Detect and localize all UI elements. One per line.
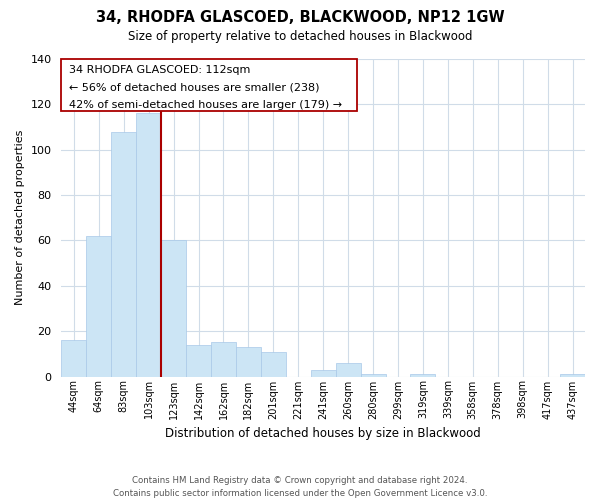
Bar xyxy=(236,347,261,376)
Bar xyxy=(261,352,286,376)
Bar xyxy=(161,240,186,376)
Bar xyxy=(86,236,111,376)
Y-axis label: Number of detached properties: Number of detached properties xyxy=(15,130,25,306)
X-axis label: Distribution of detached houses by size in Blackwood: Distribution of detached houses by size … xyxy=(166,427,481,440)
Text: ← 56% of detached houses are smaller (238): ← 56% of detached houses are smaller (23… xyxy=(69,83,320,93)
Text: Contains HM Land Registry data © Crown copyright and database right 2024.
Contai: Contains HM Land Registry data © Crown c… xyxy=(113,476,487,498)
Bar xyxy=(335,363,361,376)
Bar xyxy=(186,345,211,376)
Bar xyxy=(136,114,161,376)
FancyBboxPatch shape xyxy=(61,59,357,112)
Bar xyxy=(111,132,136,376)
Text: 42% of semi-detached houses are larger (179) →: 42% of semi-detached houses are larger (… xyxy=(69,100,343,110)
Bar xyxy=(61,340,86,376)
Text: Size of property relative to detached houses in Blackwood: Size of property relative to detached ho… xyxy=(128,30,472,43)
Bar xyxy=(211,342,236,376)
Text: 34 RHODFA GLASCOED: 112sqm: 34 RHODFA GLASCOED: 112sqm xyxy=(69,66,251,76)
Bar xyxy=(311,370,335,376)
Bar xyxy=(410,374,436,376)
Text: 34, RHODFA GLASCOED, BLACKWOOD, NP12 1GW: 34, RHODFA GLASCOED, BLACKWOOD, NP12 1GW xyxy=(95,10,505,25)
Bar xyxy=(361,374,386,376)
Bar xyxy=(560,374,585,376)
